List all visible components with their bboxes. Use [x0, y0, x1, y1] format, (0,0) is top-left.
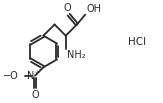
Text: +: +: [34, 70, 40, 75]
Text: OH: OH: [86, 4, 101, 14]
Text: N: N: [27, 71, 34, 81]
Text: NH₂: NH₂: [67, 50, 85, 60]
Text: HCl: HCl: [128, 37, 147, 47]
Text: O: O: [64, 3, 72, 13]
Text: −O: −O: [3, 71, 19, 81]
Text: O: O: [31, 90, 39, 99]
